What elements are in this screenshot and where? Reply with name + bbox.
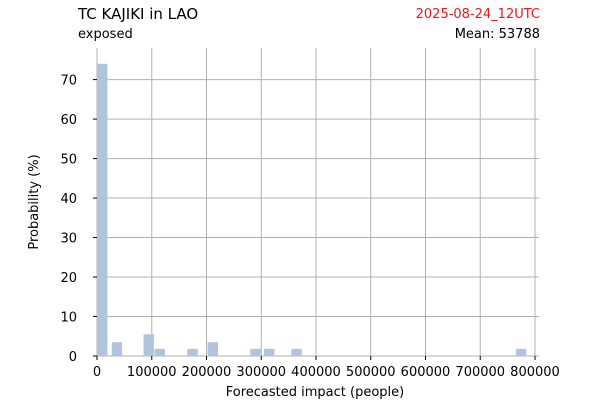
- histogram-bar: [97, 63, 108, 357]
- histogram-bar: [263, 348, 275, 356]
- y-tick-label: 50: [60, 153, 77, 168]
- x-axis-label: Forecasted impact (people): [226, 385, 404, 400]
- x-tick-label: 700000: [455, 365, 505, 380]
- y-tick-label: 60: [60, 113, 77, 128]
- histogram-bar: [515, 348, 527, 356]
- y-tick-label: 40: [60, 192, 77, 207]
- y-axis-label: Probability (%): [27, 154, 42, 249]
- mean-value: Mean: 53788: [454, 27, 540, 42]
- y-tick-label: 70: [60, 74, 77, 89]
- y-tick-label: 10: [60, 311, 77, 326]
- grid-lines: [96, 48, 539, 357]
- x-tick-label: 400000: [291, 365, 341, 380]
- tick-labels: 0 100000 200000 300000 400000 500000 600000 700…: [60, 74, 559, 380]
- chart-subtitle: exposed: [78, 27, 133, 42]
- histogram-bar: [187, 348, 198, 356]
- histogram-bar: [143, 334, 154, 356]
- x-tick-label: 200000: [182, 365, 232, 380]
- bars: [97, 63, 527, 357]
- chart-title: TC KAJIKI in LAO: [78, 5, 199, 23]
- forecast-date: 2025-08-24_12UTC: [415, 7, 540, 22]
- y-tick-label: 0: [69, 350, 77, 365]
- x-tick-label: 100000: [127, 365, 177, 380]
- histogram-bar: [154, 348, 165, 356]
- histogram-bar: [111, 342, 123, 356]
- x-tick-label: 800000: [510, 365, 560, 380]
- histogram-bar: [291, 348, 302, 356]
- y-tick-label: 30: [60, 232, 77, 247]
- x-tick-label: 300000: [236, 365, 286, 380]
- histogram-bar: [207, 342, 218, 356]
- x-tick-label: 0: [93, 365, 101, 380]
- histogram-bar: [250, 348, 261, 356]
- x-tick-label: 500000: [346, 365, 396, 380]
- x-tick-label: 600000: [401, 365, 451, 380]
- y-tick-label: 20: [60, 271, 77, 286]
